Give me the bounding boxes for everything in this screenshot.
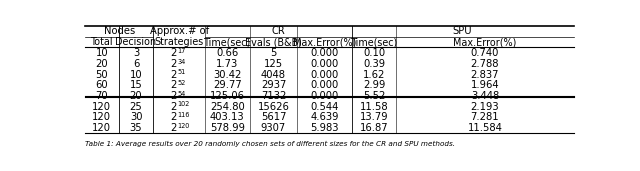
Text: 0.000: 0.000 [310,48,339,58]
Text: Decision: Decision [115,37,157,47]
Text: Max.Error(%): Max.Error(%) [293,37,356,47]
Text: 120: 120 [178,123,190,129]
Text: 0.740: 0.740 [471,48,499,58]
Text: Total: Total [90,37,113,47]
Text: 403.13: 403.13 [210,112,244,122]
Text: 2: 2 [170,102,177,111]
Text: 2: 2 [170,59,177,69]
Text: 2: 2 [170,70,177,80]
Text: 1.73: 1.73 [216,59,239,69]
Text: 7.281: 7.281 [470,112,499,122]
Text: 2: 2 [170,123,177,133]
Text: 2: 2 [170,112,177,122]
Text: 0.544: 0.544 [310,102,339,111]
Text: 0.10: 0.10 [363,48,385,58]
Text: 10: 10 [95,48,108,58]
Text: 35: 35 [130,123,142,133]
Text: 3.448: 3.448 [471,91,499,101]
Text: 116: 116 [178,112,190,118]
Text: 120: 120 [92,112,111,122]
Text: 5617: 5617 [260,112,286,122]
Text: 0.66: 0.66 [216,48,239,58]
Text: 5.983: 5.983 [310,123,339,133]
Text: 2: 2 [170,91,177,101]
Text: 254.80: 254.80 [210,102,244,111]
Text: 4.639: 4.639 [310,112,339,122]
Text: 102: 102 [178,101,190,107]
Text: 5: 5 [270,48,276,58]
Text: Max.Error(%): Max.Error(%) [453,37,516,47]
Text: 29.77: 29.77 [213,80,242,90]
Text: 4048: 4048 [261,70,286,80]
Text: 11.584: 11.584 [468,123,502,133]
Text: 70: 70 [95,91,108,101]
Text: 2937: 2937 [260,80,286,90]
Text: 3: 3 [133,48,139,58]
Text: 578.99: 578.99 [210,123,245,133]
Text: Time(sec): Time(sec) [204,37,251,47]
Text: 120: 120 [92,102,111,111]
Text: 15: 15 [130,80,143,90]
Text: 9307: 9307 [261,123,286,133]
Text: 20: 20 [95,59,108,69]
Text: 6: 6 [133,59,140,69]
Text: 0.39: 0.39 [363,59,385,69]
Text: 16.87: 16.87 [360,123,388,133]
Text: Time(sec): Time(sec) [351,37,397,47]
Text: 10: 10 [130,70,142,80]
Text: 20: 20 [130,91,142,101]
Text: 120: 120 [92,123,111,133]
Text: 2.193: 2.193 [470,102,499,111]
Text: SPU: SPU [453,26,472,36]
Text: 2: 2 [170,48,177,58]
Text: 11.58: 11.58 [360,102,388,111]
Text: Strategies: Strategies [155,37,204,47]
Text: Nodes: Nodes [104,26,135,36]
Text: 34: 34 [178,58,186,64]
Text: 0.000: 0.000 [310,70,339,80]
Text: 25: 25 [130,102,143,111]
Text: 125: 125 [264,59,283,69]
Text: 52: 52 [178,80,186,86]
Text: 30.42: 30.42 [213,70,241,80]
Text: 0.000: 0.000 [310,59,339,69]
Text: 2.837: 2.837 [471,70,499,80]
Text: 17: 17 [178,48,186,54]
Text: 51: 51 [178,69,186,75]
Text: 13.79: 13.79 [360,112,388,122]
Text: 5.52: 5.52 [363,91,385,101]
Text: 2.99: 2.99 [363,80,385,90]
Text: 50: 50 [95,70,108,80]
Text: 54: 54 [178,91,186,97]
Text: Table 1: Average results over 20 randomly chosen sets of different sizes for the: Table 1: Average results over 20 randoml… [85,141,455,147]
Text: 1.964: 1.964 [470,80,499,90]
Text: Approx.# of: Approx.# of [150,26,209,36]
Text: Evals (B&B): Evals (B&B) [245,37,302,47]
Text: 2: 2 [170,80,177,90]
Text: 125.06: 125.06 [210,91,245,101]
Text: CR: CR [271,26,285,36]
Text: 0.000: 0.000 [310,80,339,90]
Text: 60: 60 [95,80,108,90]
Text: 1.62: 1.62 [363,70,385,80]
Text: 30: 30 [130,112,142,122]
Text: 0.000: 0.000 [310,91,339,101]
Text: 7132: 7132 [260,91,286,101]
Text: 2.788: 2.788 [471,59,499,69]
Text: 15626: 15626 [257,102,289,111]
